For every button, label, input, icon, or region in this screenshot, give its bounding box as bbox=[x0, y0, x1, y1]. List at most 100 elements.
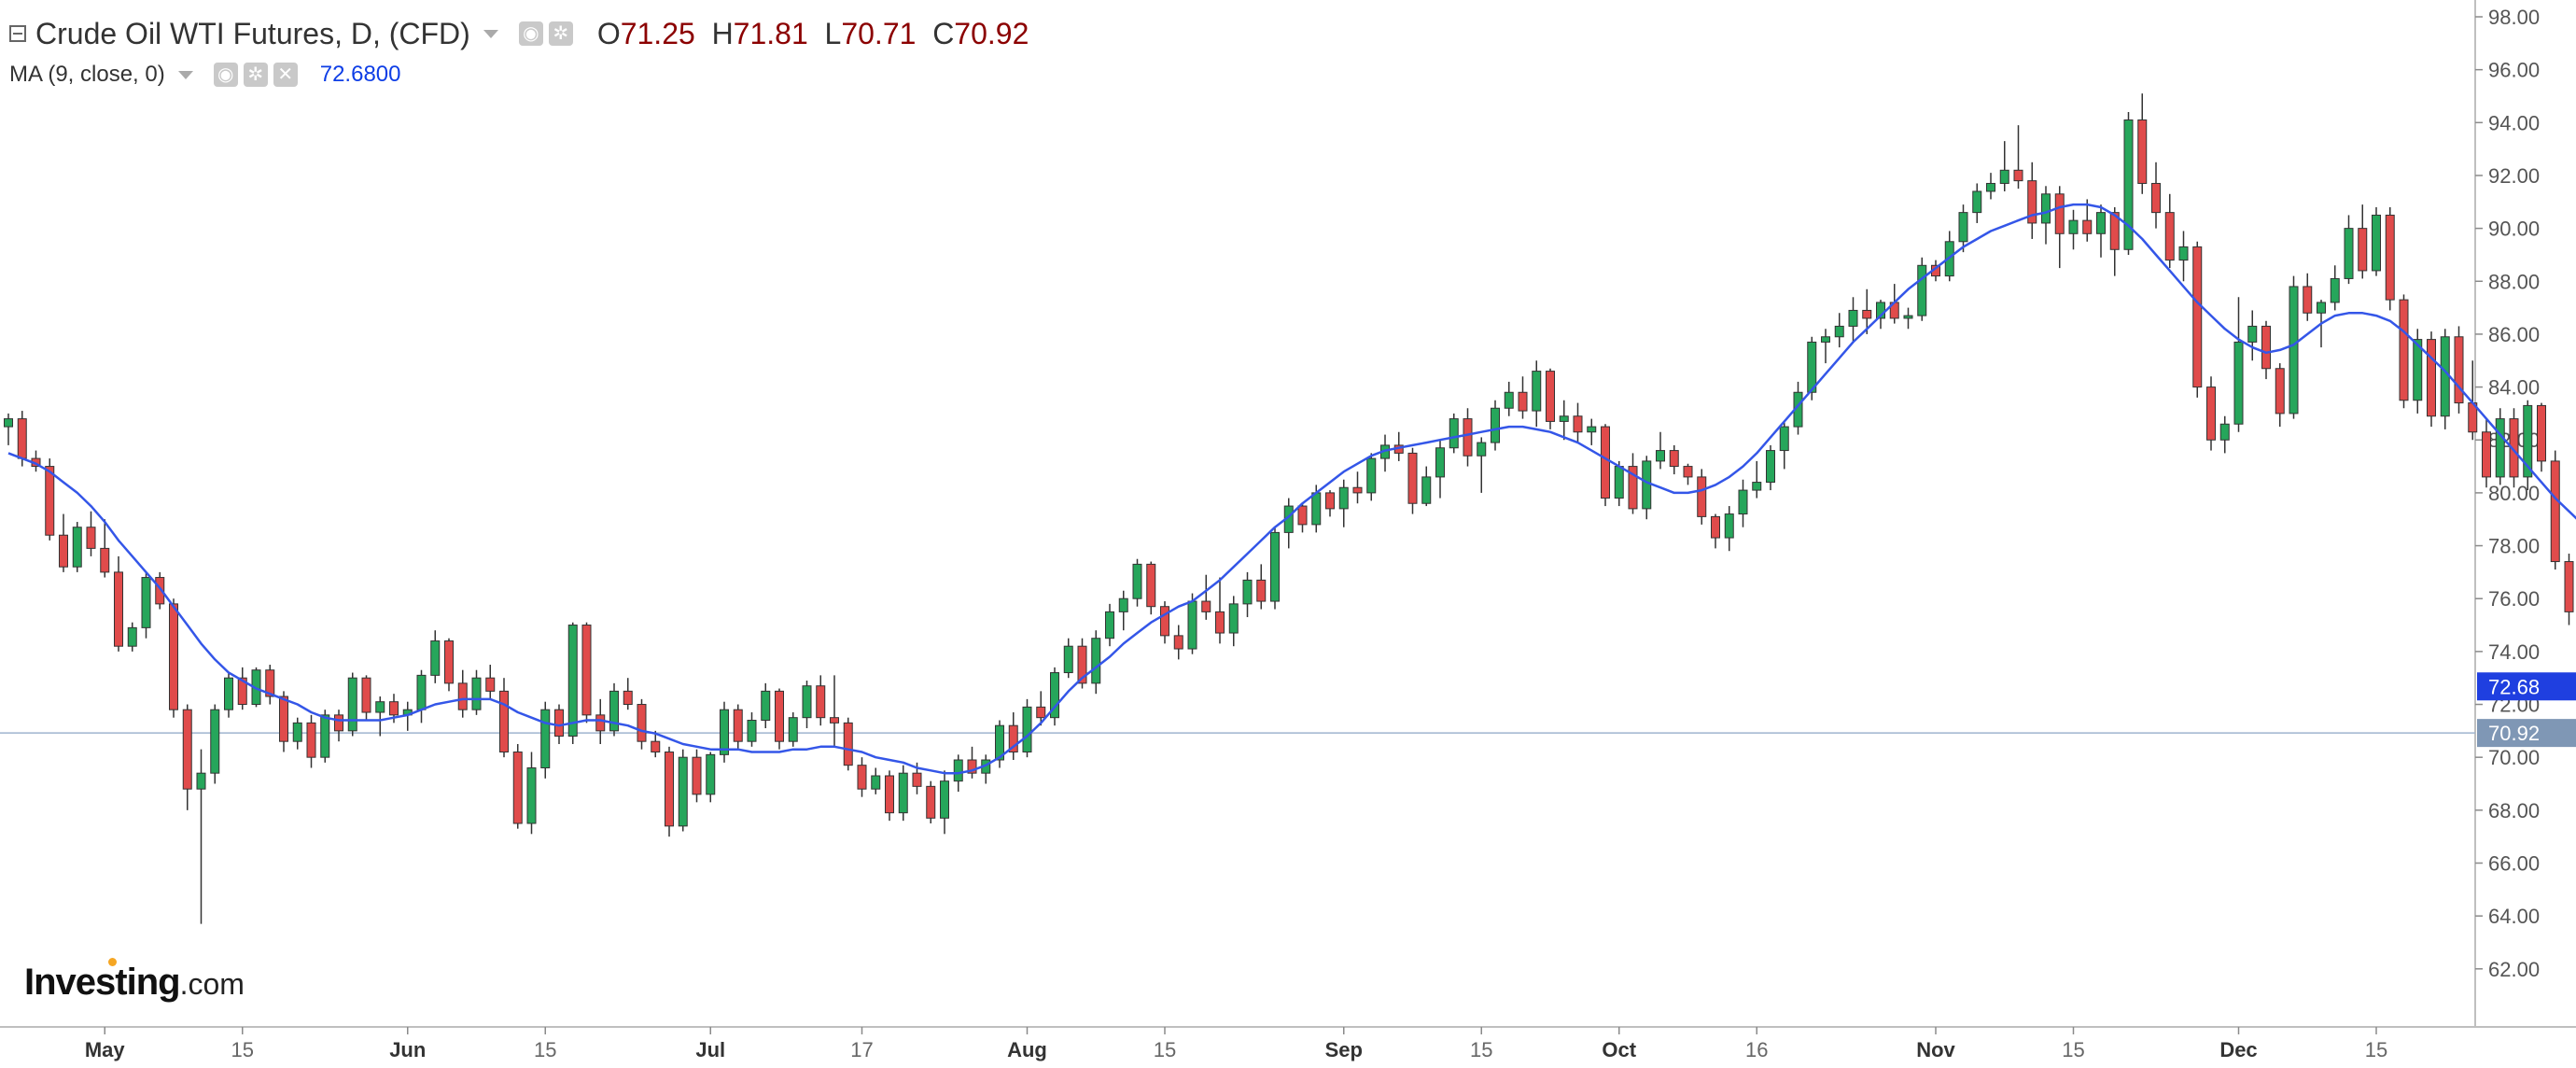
candle bbox=[100, 519, 110, 578]
candle-body bbox=[1160, 606, 1169, 637]
chevron-down-icon[interactable] bbox=[483, 29, 498, 38]
price-tick-label: 90.00 bbox=[2488, 218, 2540, 241]
candle-body bbox=[2013, 169, 2023, 182]
candle bbox=[2123, 111, 2134, 255]
chevron-down-icon[interactable] bbox=[177, 70, 193, 79]
candle-body bbox=[1228, 603, 1239, 634]
candle bbox=[457, 669, 468, 718]
candle-body bbox=[182, 709, 192, 790]
candle bbox=[1834, 313, 1844, 348]
candle-body bbox=[912, 772, 922, 787]
candle bbox=[967, 746, 977, 779]
candle bbox=[2413, 329, 2423, 414]
candle-body bbox=[2427, 339, 2436, 417]
candle-body bbox=[1999, 169, 2009, 184]
candle-body bbox=[72, 527, 82, 568]
candle-body bbox=[967, 759, 977, 774]
gear-icon[interactable]: ✲ bbox=[243, 63, 268, 87]
high-value: 71.81 bbox=[733, 16, 808, 50]
candle bbox=[843, 717, 853, 771]
candle bbox=[2027, 162, 2037, 239]
candle-body bbox=[2041, 193, 2051, 224]
investing-logo[interactable]: Investing.com bbox=[24, 958, 245, 1004]
candle-body bbox=[1656, 450, 1665, 462]
price-tick-label: 74.00 bbox=[2488, 640, 2540, 664]
candle bbox=[2358, 204, 2368, 279]
candle-body bbox=[2164, 212, 2175, 261]
price-tick-label: 92.00 bbox=[2488, 164, 2540, 188]
candle bbox=[1504, 381, 1514, 416]
candle bbox=[1477, 437, 1487, 493]
ma-label[interactable]: MA (9, close, 0) bbox=[9, 62, 165, 87]
price-tick-label: 76.00 bbox=[2488, 587, 2540, 611]
candle bbox=[1958, 204, 1968, 253]
candle bbox=[1999, 141, 2009, 191]
close-icon[interactable]: ✕ bbox=[273, 63, 298, 87]
candle-body bbox=[637, 704, 647, 742]
candle bbox=[1215, 577, 1225, 644]
candle-body bbox=[623, 690, 633, 706]
candle-body bbox=[1711, 515, 1720, 539]
candle bbox=[141, 571, 151, 639]
candle-body bbox=[1449, 418, 1459, 449]
candle bbox=[609, 682, 619, 737]
candle bbox=[4, 413, 13, 445]
candle bbox=[1491, 400, 1500, 451]
candle bbox=[237, 667, 247, 710]
candle-body bbox=[1407, 452, 1418, 504]
open-value: 71.25 bbox=[620, 16, 695, 50]
candle-body bbox=[1215, 611, 1225, 634]
gear-icon[interactable]: ✲ bbox=[548, 21, 573, 46]
candle-body bbox=[2096, 212, 2106, 234]
candle-body bbox=[2219, 423, 2230, 441]
collapse-legend-icon[interactable] bbox=[9, 25, 26, 42]
candle-body bbox=[898, 772, 908, 814]
time-tick-label: Nov bbox=[1916, 1038, 1955, 1061]
candle bbox=[1270, 527, 1280, 610]
candle-body bbox=[1821, 336, 1830, 343]
candle bbox=[1903, 307, 1913, 330]
candle bbox=[651, 730, 661, 758]
eye-icon[interactable]: ◉ bbox=[518, 21, 543, 46]
candle bbox=[2330, 265, 2340, 311]
candle bbox=[1063, 638, 1073, 679]
candle-body bbox=[17, 418, 27, 459]
candle-body bbox=[114, 571, 123, 647]
last-price-tag-text: 70.92 bbox=[2488, 722, 2540, 745]
candle-body bbox=[554, 709, 564, 738]
candle-body bbox=[540, 709, 551, 769]
candle-body bbox=[1118, 597, 1128, 612]
candle bbox=[2482, 418, 2491, 488]
candle-body bbox=[1256, 579, 1267, 602]
candle-body bbox=[1022, 706, 1032, 753]
candle-body bbox=[651, 740, 661, 753]
candle-body bbox=[1848, 309, 1858, 327]
candle bbox=[2041, 186, 2051, 245]
candle-body bbox=[1532, 371, 1542, 412]
candle bbox=[1036, 691, 1046, 726]
candle bbox=[485, 665, 496, 699]
candle bbox=[733, 704, 743, 750]
eye-icon[interactable]: ◉ bbox=[213, 63, 238, 87]
candle bbox=[678, 749, 688, 832]
candle bbox=[1105, 603, 1114, 647]
time-tick-label: Dec bbox=[2219, 1038, 2257, 1061]
high-label: H bbox=[711, 16, 734, 50]
candle bbox=[1848, 297, 1858, 343]
instrument-title[interactable]: Crude Oil WTI Futures, D, (CFD) bbox=[35, 16, 470, 50]
candle-body bbox=[2344, 228, 2354, 279]
candle-body bbox=[59, 534, 68, 568]
candle-body bbox=[237, 677, 247, 706]
candle-body bbox=[1050, 672, 1059, 719]
candle bbox=[1077, 638, 1087, 689]
candle bbox=[1118, 590, 1128, 631]
candle bbox=[1738, 479, 1748, 527]
candle-body bbox=[2399, 299, 2409, 401]
candle-body bbox=[2413, 339, 2423, 401]
candle bbox=[2261, 320, 2271, 380]
candle-body bbox=[1986, 182, 1995, 192]
candle-body bbox=[127, 626, 137, 647]
candle bbox=[334, 710, 343, 742]
